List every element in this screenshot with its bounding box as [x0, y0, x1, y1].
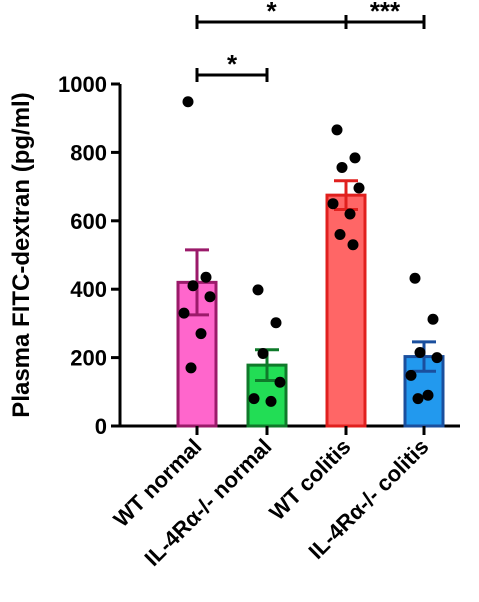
data-point	[334, 228, 346, 240]
data-point	[344, 208, 356, 220]
data-point	[409, 272, 421, 284]
significance-label: ***	[370, 0, 401, 26]
data-point	[185, 362, 197, 374]
data-point	[195, 328, 207, 340]
y-tick-label: 200	[70, 346, 107, 371]
data-point	[270, 317, 282, 329]
data-point	[274, 376, 286, 388]
y-tick-label: 1000	[58, 72, 107, 97]
y-tick-label: 600	[70, 209, 107, 234]
data-point	[422, 389, 434, 401]
data-point	[331, 124, 343, 136]
data-point	[353, 182, 365, 194]
data-point	[414, 346, 426, 358]
bars	[176, 193, 445, 428]
y-ticks: 0 200 400 600 800 1000	[58, 72, 120, 439]
data-point	[178, 307, 190, 319]
data-point	[204, 291, 216, 303]
bar	[325, 193, 367, 428]
significance-brackets: ** ***	[195, 0, 426, 82]
x-tick-label: IL-4Rα-/- normal	[140, 434, 277, 571]
data-point	[349, 152, 361, 164]
data-point	[257, 347, 269, 359]
data-point	[182, 96, 194, 108]
data-point	[200, 271, 212, 283]
significance-label: *	[266, 0, 277, 26]
y-tick-label: 400	[70, 277, 107, 302]
data-point	[327, 198, 339, 210]
data-point	[265, 395, 277, 407]
error-bars	[185, 179, 436, 383]
significance-label: *	[227, 49, 238, 79]
data-point	[187, 280, 199, 292]
y-tick-label: 0	[95, 414, 107, 439]
data-point	[347, 239, 359, 251]
data-points	[178, 96, 443, 407]
data-point	[252, 284, 264, 296]
data-point	[431, 352, 443, 364]
y-tick-label: 800	[70, 140, 107, 165]
data-point	[336, 161, 348, 173]
y-axis-label: Plasma FITC-dextran (pg/ml)	[8, 92, 35, 417]
data-point	[427, 313, 439, 325]
data-point	[412, 393, 424, 405]
data-point	[248, 393, 260, 405]
data-point	[405, 369, 417, 381]
